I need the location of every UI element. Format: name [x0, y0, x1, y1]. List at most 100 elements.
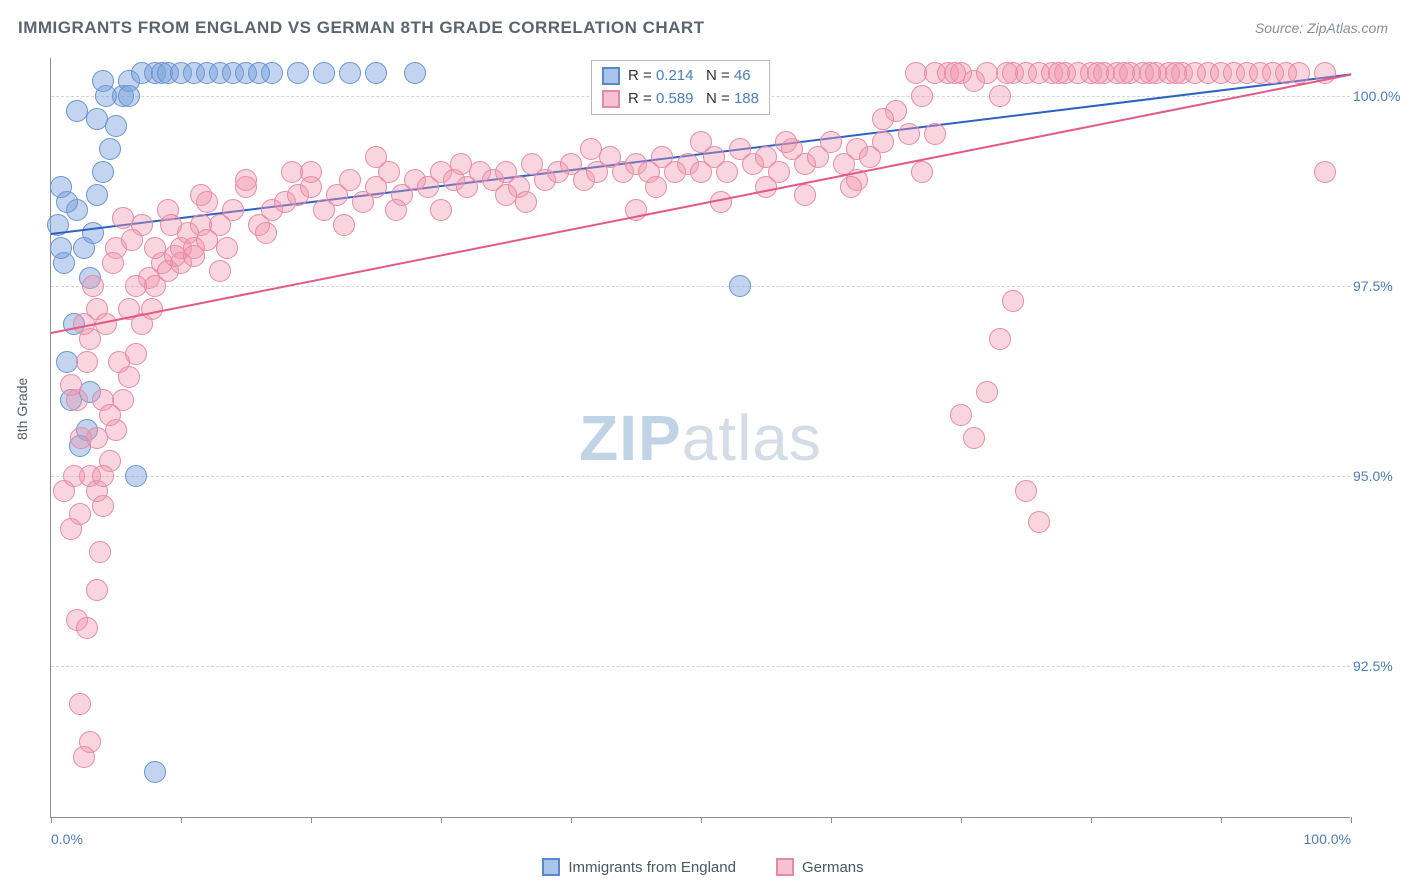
- data-point: [404, 62, 426, 84]
- data-point: [99, 404, 121, 426]
- y-tick-label: 92.5%: [1353, 658, 1406, 674]
- data-point: [729, 275, 751, 297]
- source-label: Source: ZipAtlas.com: [1255, 20, 1388, 36]
- data-point: [872, 131, 894, 153]
- data-point: [1165, 62, 1187, 84]
- data-point: [209, 260, 231, 282]
- legend-label: Germans: [802, 859, 864, 876]
- data-point: [144, 761, 166, 783]
- data-point: [775, 131, 797, 153]
- data-point: [50, 176, 72, 198]
- data-point: [60, 374, 82, 396]
- data-point: [70, 427, 92, 449]
- x-tick: [311, 817, 312, 823]
- data-point: [820, 131, 842, 153]
- data-point: [89, 541, 111, 563]
- chart-title: IMMIGRANTS FROM ENGLAND VS GERMAN 8TH GR…: [18, 18, 705, 38]
- data-point: [255, 222, 277, 244]
- data-point: [365, 146, 387, 168]
- x-tick: [181, 817, 182, 823]
- data-point: [989, 328, 1011, 350]
- data-point: [716, 161, 738, 183]
- y-tick-label: 100.0%: [1353, 88, 1406, 104]
- data-point: [872, 108, 894, 130]
- stats-text: R = 0.214 N = 46: [628, 65, 751, 88]
- data-point: [235, 169, 257, 191]
- x-tick: [1091, 817, 1092, 823]
- stats-row: R = 0.214 N = 46: [602, 65, 759, 88]
- data-point: [924, 123, 946, 145]
- data-point: [1288, 62, 1310, 84]
- data-point: [63, 465, 85, 487]
- data-point: [1314, 161, 1336, 183]
- bottom-legend: Immigrants from England Germans: [0, 858, 1406, 876]
- data-point: [794, 184, 816, 206]
- data-point: [160, 214, 182, 236]
- x-tick: [571, 817, 572, 823]
- data-point: [216, 237, 238, 259]
- legend-swatch: [776, 858, 794, 876]
- data-point: [1028, 511, 1050, 533]
- data-point: [190, 184, 212, 206]
- y-tick-label: 97.5%: [1353, 278, 1406, 294]
- data-point: [86, 108, 108, 130]
- data-point: [86, 184, 108, 206]
- data-point: [911, 85, 933, 107]
- stats-text: R = 0.589 N = 188: [628, 88, 759, 111]
- x-tick: [1221, 817, 1222, 823]
- data-point: [82, 275, 104, 297]
- data-point: [840, 176, 862, 198]
- data-point: [105, 115, 127, 137]
- gridline-h: [51, 666, 1350, 667]
- data-point: [580, 138, 602, 160]
- legend-item: Germans: [776, 858, 864, 876]
- data-point: [125, 465, 147, 487]
- data-point: [950, 404, 972, 426]
- data-point: [300, 161, 322, 183]
- x-tick: [1351, 817, 1352, 823]
- data-point: [76, 351, 98, 373]
- data-point: [515, 191, 537, 213]
- x-tick: [701, 817, 702, 823]
- x-tick: [831, 817, 832, 823]
- legend-swatch: [602, 67, 620, 85]
- data-point: [287, 62, 309, 84]
- data-point: [281, 161, 303, 183]
- stats-row: R = 0.589 N = 188: [602, 88, 759, 111]
- data-point: [898, 123, 920, 145]
- data-point: [69, 503, 91, 525]
- data-point: [82, 222, 104, 244]
- legend-item: Immigrants from England: [542, 858, 736, 876]
- data-point: [1139, 62, 1161, 84]
- x-tick-label: 0.0%: [51, 831, 83, 847]
- data-point: [976, 381, 998, 403]
- data-point: [76, 617, 98, 639]
- data-point: [92, 70, 114, 92]
- data-point: [141, 298, 163, 320]
- data-point: [1015, 480, 1037, 502]
- data-point: [1087, 62, 1109, 84]
- data-point: [385, 199, 407, 221]
- data-point: [905, 62, 927, 84]
- gridline-h: [51, 286, 1350, 287]
- data-point: [996, 62, 1018, 84]
- data-point: [430, 199, 452, 221]
- data-point: [144, 237, 166, 259]
- legend-swatch: [602, 90, 620, 108]
- data-point: [86, 579, 108, 601]
- data-point: [1113, 62, 1135, 84]
- data-point: [989, 85, 1011, 107]
- data-point: [1048, 62, 1070, 84]
- data-point: [69, 693, 91, 715]
- y-tick-label: 95.0%: [1353, 468, 1406, 484]
- data-point: [50, 237, 72, 259]
- data-point: [248, 62, 270, 84]
- x-tick: [961, 817, 962, 823]
- data-point: [108, 351, 130, 373]
- data-point: [56, 351, 78, 373]
- data-point: [183, 245, 205, 267]
- data-point: [339, 62, 361, 84]
- data-point: [102, 252, 124, 274]
- data-point: [450, 153, 472, 175]
- gridline-h: [51, 476, 1350, 477]
